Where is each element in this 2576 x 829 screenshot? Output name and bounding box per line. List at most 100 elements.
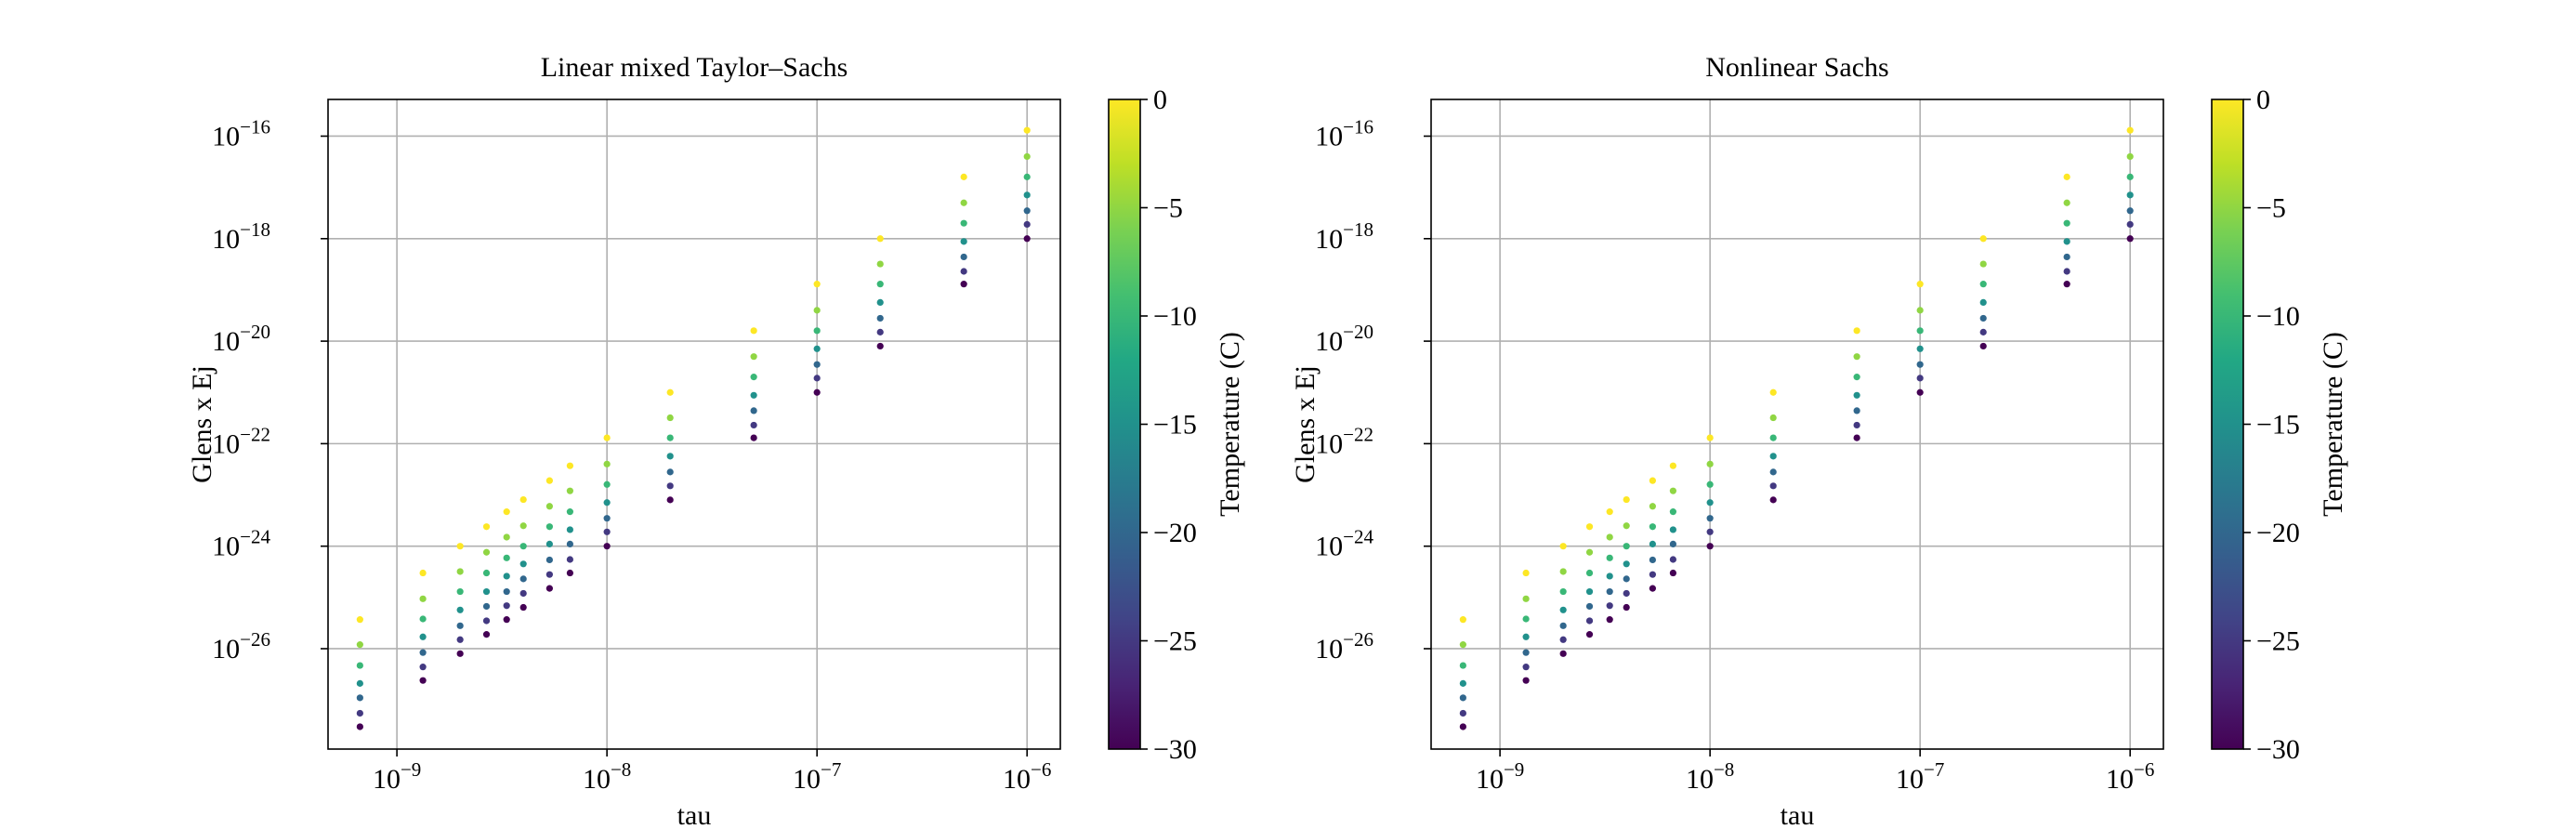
point [813, 281, 821, 288]
point [1853, 327, 1860, 335]
x-tick-label-exponent: −7 [821, 758, 841, 781]
x-tick-label: 10−6 [2106, 758, 2154, 795]
point [750, 407, 757, 414]
point [1559, 587, 1567, 596]
point [960, 281, 967, 288]
x-tick-label-base: 10 [1896, 764, 1924, 795]
point [2126, 207, 2134, 215]
point [1916, 388, 1924, 396]
point [1649, 585, 1656, 592]
point [419, 633, 427, 640]
colorbar-tick-label: −30 [2256, 734, 2300, 765]
point [960, 253, 967, 261]
y-tick-label-exponent: −18 [1343, 218, 1373, 241]
x-tick-label-exponent: −7 [1924, 758, 1944, 781]
point [2126, 220, 2134, 229]
point [519, 560, 527, 568]
colorbar-label: Temperature (C) [1215, 332, 1245, 517]
x-tick-label-base: 10 [583, 764, 611, 795]
x-tick-label: 10−7 [793, 758, 841, 795]
point [1979, 298, 1987, 306]
y-tick-label-base: 10 [1315, 224, 1343, 255]
point [1706, 543, 1714, 550]
y-tick-label-exponent: −24 [240, 526, 270, 548]
point [566, 556, 573, 563]
colorbar [2211, 99, 2244, 750]
point [2063, 281, 2070, 288]
point [960, 219, 967, 227]
point [1979, 235, 1987, 243]
point [2063, 253, 2070, 261]
point [1769, 414, 1777, 422]
point [666, 434, 674, 441]
point [566, 569, 573, 577]
point [503, 602, 510, 610]
x-tick-label-exponent: −6 [2134, 758, 2154, 781]
point [603, 434, 611, 441]
point [960, 173, 967, 180]
y-tick-label: 10−26 [212, 628, 270, 665]
point [1585, 617, 1594, 625]
point [1669, 526, 1676, 533]
x-axis-label: tau [1781, 800, 1815, 829]
point [456, 587, 464, 596]
point [482, 548, 491, 556]
point [1916, 307, 1924, 314]
point [482, 523, 491, 531]
colorbar-tick-label: −20 [2256, 518, 2300, 548]
x-tick-label-base: 10 [1003, 764, 1031, 795]
point [2126, 173, 2134, 180]
x-tick-label-exponent: −8 [611, 758, 631, 781]
point [1023, 126, 1031, 134]
point [813, 307, 821, 314]
point [566, 540, 573, 548]
colorbar [1108, 99, 1141, 750]
y-tick-label: 10−20 [1315, 321, 1373, 357]
point [1669, 540, 1676, 548]
y-tick-label-base: 10 [1315, 634, 1343, 665]
y-tick-label: 10−22 [212, 423, 270, 459]
point [1706, 499, 1714, 507]
point [1459, 709, 1466, 717]
point [545, 477, 553, 484]
point [1522, 569, 1530, 577]
point [566, 508, 573, 516]
point [603, 528, 611, 535]
y-tick-label-exponent: −18 [240, 218, 270, 241]
point [419, 664, 427, 671]
point [482, 617, 491, 625]
point [1459, 723, 1466, 730]
point [1706, 434, 1714, 441]
point [356, 723, 363, 730]
point [419, 595, 427, 602]
point [1559, 543, 1567, 550]
point [1606, 508, 1613, 516]
x-tick-label: 10−8 [583, 758, 631, 795]
point [1916, 281, 1924, 288]
colorbar-tick-label: −25 [2256, 626, 2300, 657]
point [603, 460, 611, 467]
point [603, 499, 611, 507]
point [1853, 421, 1860, 429]
y-tick-label-base: 10 [212, 428, 240, 459]
y-tick-label-base: 10 [212, 224, 240, 255]
point [666, 468, 674, 476]
point [813, 375, 821, 382]
point [876, 314, 884, 322]
point [876, 328, 884, 336]
point [1606, 602, 1613, 610]
point [1559, 622, 1567, 629]
point [1769, 482, 1777, 490]
point [813, 388, 821, 396]
point [1559, 650, 1567, 657]
point [666, 388, 674, 396]
point [1459, 679, 1466, 687]
point [2063, 268, 2070, 275]
point [1023, 173, 1031, 180]
point [1853, 407, 1860, 414]
point [876, 260, 884, 268]
point [2126, 152, 2134, 161]
point [1623, 603, 1630, 612]
point [356, 679, 363, 687]
point [1706, 480, 1714, 488]
